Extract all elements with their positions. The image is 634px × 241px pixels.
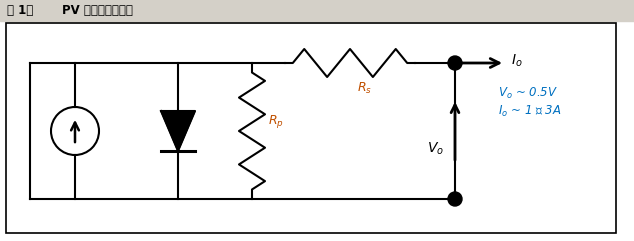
Bar [6,23,616,233]
Text: $I_o$: $I_o$ [511,53,522,69]
Text: $R_p$: $R_p$ [268,113,284,129]
Text: $V_o$ ~ 0.5V: $V_o$ ~ 0.5V [498,86,558,100]
Bar [0,0,634,21]
Circle shape [448,192,462,206]
Text: $R_s$: $R_s$ [358,81,373,96]
Text: 图 1：: 图 1： [7,5,33,18]
Polygon shape [161,111,195,151]
Text: $V_o$: $V_o$ [427,141,444,157]
Text: $I_o$ ~ 1 至 3A: $I_o$ ~ 1 至 3A [498,103,562,119]
Circle shape [448,56,462,70]
Text: PV 电池的简化模型: PV 电池的简化模型 [62,5,133,18]
